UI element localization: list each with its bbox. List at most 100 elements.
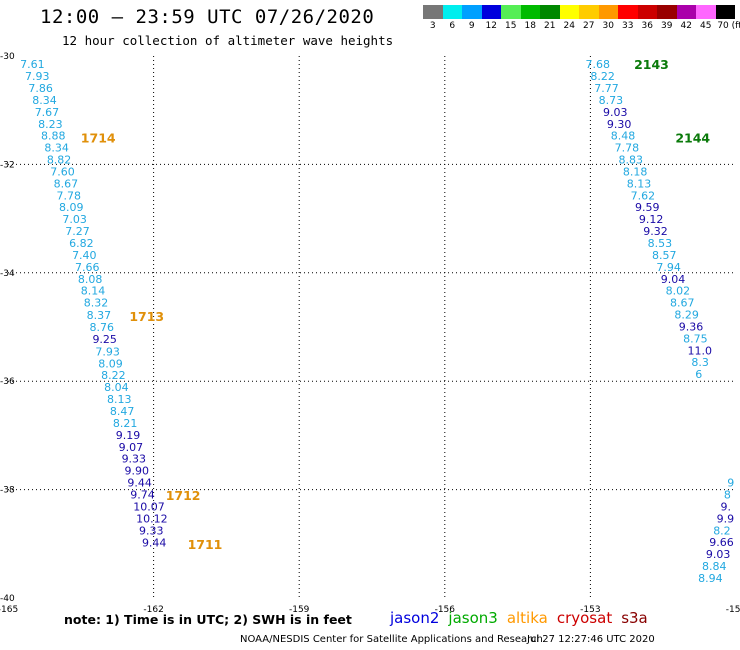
legend-label: 45 [700, 21, 712, 31]
legend-swatch [637, 5, 657, 19]
lat-tick-label: -32 [0, 160, 15, 170]
wave-height-value: 8.88 [41, 130, 66, 143]
wave-height-value: 8.13 [107, 393, 131, 406]
wave-height-value: 8.14 [81, 285, 106, 298]
lat-tick-label: -36 [0, 377, 15, 387]
wave-height-value: 8.83 [619, 154, 644, 167]
wave-height-value: 9.19 [116, 429, 141, 442]
generated-timestamp: Jul 27 12:27:46 UTC 2020 [527, 634, 655, 645]
wave-height-value: 8.22 [590, 70, 615, 83]
wave-height-value: 9.32 [643, 225, 668, 238]
satellite-s3a-label: s3a [621, 609, 648, 627]
wave-height-value: 9.9 [717, 512, 735, 525]
legend-swatch [715, 5, 735, 19]
wave-height-value: 8.3 [691, 356, 709, 369]
pass-time-label: 1711 [188, 537, 223, 552]
wave-height-value: 8.57 [652, 249, 677, 262]
wave-height-value: 7.78 [615, 142, 640, 155]
wave-height-value: 9.12 [639, 213, 664, 226]
wave-height-value: 7.60 [50, 165, 75, 178]
satellite-jason2-label: jason2 [390, 609, 440, 627]
wave-height-value: 7.62 [631, 189, 656, 202]
lon-tick-label: -159 [289, 605, 310, 615]
legend-label: 39 [661, 21, 673, 31]
wave-height-value: 7.93 [95, 345, 120, 358]
wave-height-value: 9.74 [130, 488, 155, 501]
wave-height-value: 9.33 [139, 524, 164, 537]
legend-label: 36 [641, 21, 653, 31]
legend-swatch [676, 5, 696, 19]
wave-height-value: 7.61 [20, 58, 44, 71]
wave-height-value: 6.82 [69, 237, 94, 250]
footer-note: note: 1) Time is in UTC; 2) SWH is in fe… [64, 612, 352, 627]
lat-tick-label: -38 [0, 486, 15, 496]
wave-height-value: 7.94 [656, 261, 681, 274]
legend-swatch [696, 5, 716, 19]
wave-height-value: 8.34 [44, 142, 69, 155]
legend-swatch [423, 5, 443, 19]
wave-height-value: 8.82 [47, 154, 72, 167]
satellite-cryosat-label: cryosat [556, 609, 613, 627]
legend-label: 9 [468, 21, 475, 31]
legend-label: 18 [524, 21, 536, 31]
wave-height-value: 9. [720, 500, 731, 513]
legend-swatch [579, 5, 599, 19]
lon-tick-label: -165 [0, 605, 18, 615]
legend-swatch [462, 5, 482, 19]
wave-height-value: 7.77 [594, 82, 619, 95]
lat-tick-label: -34 [0, 269, 15, 279]
wave-height-value: 8.37 [87, 309, 112, 322]
wave-height-value: 8.32 [84, 297, 109, 310]
wave-height-value: 7.86 [28, 82, 53, 95]
legend-swatch [598, 5, 618, 19]
lon-tick-label: -150 [726, 605, 740, 615]
wave-height-value: 8.21 [113, 417, 138, 430]
wave-height-value: 9.44 [127, 477, 152, 490]
wave-height-value: 7.66 [75, 261, 100, 274]
legend-swatch [520, 5, 540, 19]
legend-label: 27 [583, 21, 595, 31]
pass-time-label: 2143 [634, 57, 669, 72]
wave-height-value: 8.53 [648, 237, 673, 250]
wave-height-value: 7.27 [65, 225, 90, 238]
wave-height-value: 9.66 [709, 536, 734, 549]
wave-height-value: 8 [724, 488, 731, 501]
wave-height-value: 9.44 [142, 537, 167, 550]
wave-height-value: 7.78 [57, 189, 82, 202]
wave-height-value: 9.30 [607, 118, 632, 131]
legend-label: 21 [544, 21, 556, 31]
wave-height-value: 8.13 [627, 177, 652, 190]
legend-swatch [559, 5, 579, 19]
map-subtitle: 12 hour collection of altimeter wave hei… [62, 33, 394, 48]
wave-height-value: 9.03 [603, 106, 628, 119]
lat-tick-label: -40 [0, 594, 15, 604]
legend-swatch [501, 5, 521, 19]
wave-height-value: 8.04 [104, 381, 129, 394]
wave-height-value: 8.29 [674, 309, 699, 322]
wave-height-value: 8.76 [90, 321, 115, 334]
wave-height-value: 9.25 [92, 333, 117, 346]
wave-height-value: 9 [727, 477, 734, 490]
legend-swatch [442, 5, 462, 19]
wave-height-value: 8.84 [702, 560, 727, 573]
wave-height-value: 8.94 [698, 572, 723, 585]
wave-height-value: 9.36 [679, 320, 704, 333]
legend-label: 70 (ft) [717, 21, 740, 31]
wave-height-value: 7.67 [35, 106, 60, 119]
wave-height-value: 6 [695, 368, 702, 381]
satellite-legend: jason2 jason3 altika cryosat s3a [390, 609, 657, 627]
wave-height-value: 9.03 [706, 548, 731, 561]
legend-label: 12 [485, 21, 497, 31]
legend-label: 30 [602, 21, 614, 31]
legend-swatch [481, 5, 501, 19]
wave-height-value: 10.12 [136, 512, 168, 525]
legend-label: 24 [563, 21, 575, 31]
legend-label: 3 [429, 21, 436, 31]
legend-label: 15 [505, 21, 517, 31]
lat-tick-label: -30 [0, 52, 15, 62]
credit-text: NOAA/NESDIS Center for Satellite Applica… [240, 634, 543, 645]
legend-swatch [540, 5, 560, 19]
wave-height-color-legend [423, 5, 735, 19]
